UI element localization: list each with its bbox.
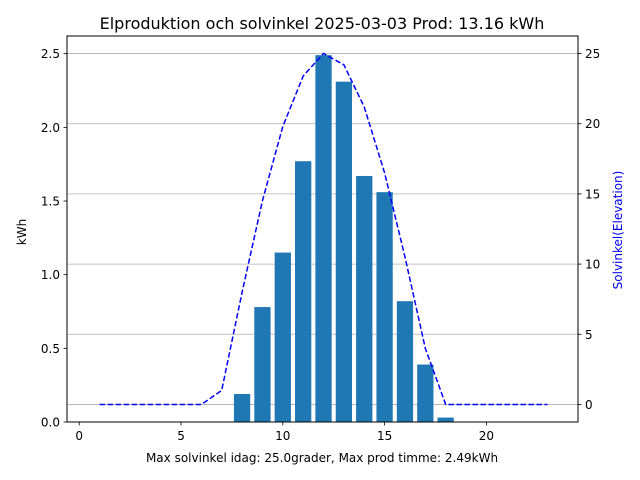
y-tick-label: 2.5: [41, 47, 60, 61]
x-tick-label: 5: [177, 429, 185, 443]
y-tick-label: 1.0: [41, 268, 60, 282]
y2-tick-label: 25: [585, 47, 600, 61]
elevation-series: [99, 52, 548, 406]
bar: [274, 252, 291, 422]
y-axis-right: 0 5 10 15 20 25: [578, 47, 600, 412]
y2-axis-label: Solvinkel(Elevation): [611, 171, 625, 290]
bar: [254, 307, 271, 422]
chart-title: Elproduktion och solvinkel 2025-03-03 Pr…: [100, 14, 545, 33]
x-axis: 0 5 10 15 20: [75, 422, 494, 443]
y-tick-label: 0.5: [41, 342, 60, 356]
bar: [233, 394, 251, 422]
bar: [437, 417, 454, 422]
x-tick-label: 10: [275, 429, 290, 443]
x-tick-label: 0: [75, 429, 83, 443]
y2-tick-label: 5: [585, 328, 593, 342]
x-tick-label: 15: [377, 429, 392, 443]
bar: [295, 161, 312, 422]
x-axis-label: Max solvinkel idag: 25.0grader, Max prod…: [146, 451, 498, 465]
bar: [356, 175, 373, 422]
bar: [396, 301, 414, 422]
y-tick-label: 2.0: [41, 121, 60, 135]
bar: [376, 192, 393, 422]
plot-frame: [66, 35, 579, 423]
y-tick-label: 1.5: [41, 195, 60, 209]
y-axis-label: kWh: [15, 219, 29, 245]
y-tick-label: 0.0: [41, 416, 60, 430]
y2-tick-label: 20: [585, 117, 600, 131]
y2-tick-label: 0: [585, 398, 593, 412]
elevation-line: [99, 52, 548, 406]
y2-tick-label: 15: [585, 187, 600, 201]
bar: [335, 81, 353, 422]
bar-series: [233, 55, 454, 422]
bar: [417, 364, 434, 422]
x-tick-label: 20: [479, 429, 494, 443]
y2-tick-label: 10: [585, 258, 600, 272]
bar: [315, 55, 332, 422]
y-axis-left: 0.0 0.5 1.0 1.5 2.0 2.5: [41, 47, 67, 430]
